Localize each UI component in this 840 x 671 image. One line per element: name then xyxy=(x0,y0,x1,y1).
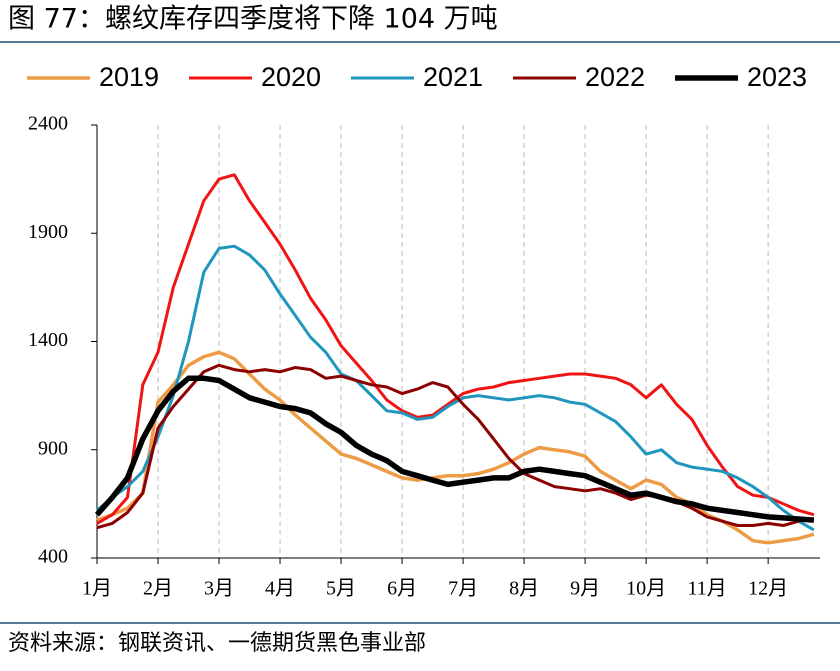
y-tick-label: 900 xyxy=(38,437,68,459)
x-tick-label: 8月 xyxy=(509,578,539,600)
x-tick-label: 10月 xyxy=(626,578,666,600)
x-tick-label: 6月 xyxy=(387,578,417,600)
x-tick-label: 5月 xyxy=(326,578,356,600)
y-tick-label: 1400 xyxy=(28,329,68,351)
x-tick-label: 2月 xyxy=(143,578,173,600)
legend-label: 2022 xyxy=(585,62,645,92)
y-tick-label: 2400 xyxy=(28,113,68,135)
x-tick-label: 9月 xyxy=(570,578,600,600)
chart-title: 图 77：螺纹库存四季度将下降 104 万吨 xyxy=(8,4,498,35)
legend-label: 2019 xyxy=(99,62,159,92)
legend-label: 2020 xyxy=(261,62,321,92)
x-tick-label: 11月 xyxy=(687,578,726,600)
series-line xyxy=(96,363,815,530)
x-tick-label: 12月 xyxy=(748,578,788,600)
y-tick-label: 400 xyxy=(38,546,68,568)
legend-label: 2021 xyxy=(423,62,483,92)
series-line xyxy=(96,173,815,525)
x-tick-label: 3月 xyxy=(204,578,234,600)
x-tick-label: 7月 xyxy=(448,578,478,600)
x-tick-label: 1月 xyxy=(82,578,112,600)
series-line xyxy=(94,375,815,523)
x-tick-label: 4月 xyxy=(265,578,295,600)
source: 资料来源：钢联资讯、一德期货黑色事业部 xyxy=(8,631,426,656)
legend-label: 2023 xyxy=(747,62,807,92)
y-tick-label: 1900 xyxy=(28,221,68,243)
series-line xyxy=(96,244,815,532)
